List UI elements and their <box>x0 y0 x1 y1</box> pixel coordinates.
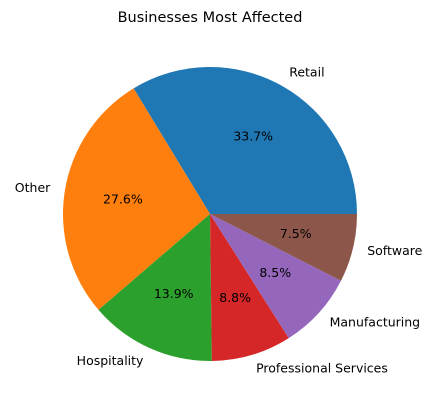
pie-labels: Retail 33.7% Other 27.6% Hospitality 13.9% Pro… <box>15 65 423 376</box>
pie-slice-manufacturing <box>210 214 341 339</box>
chart-title: Businesses Most Affected <box>118 10 303 26</box>
pie-slice-other <box>62 88 210 310</box>
slice-percent-professional-services: 8.8% <box>219 290 251 305</box>
slice-percent-retail: 33.7% <box>233 129 273 144</box>
pie-slice-hospitality <box>98 214 212 361</box>
slice-label-retail: Retail <box>289 65 324 80</box>
slice-percent-manufacturing: 8.5% <box>259 265 291 280</box>
pie-slice-retail <box>133 67 357 214</box>
slice-percent-software: 7.5% <box>280 226 312 241</box>
pie-slices <box>62 67 357 361</box>
slice-label-other: Other <box>15 180 51 195</box>
slice-percent-hospitality: 13.9% <box>154 286 194 301</box>
slice-label-software: Software <box>367 243 422 258</box>
slice-percent-other: 27.6% <box>103 192 143 207</box>
slice-label-professional-services: Professional Services <box>256 360 388 375</box>
pie-slice-software <box>210 214 357 281</box>
pie-slice-professional-services <box>210 214 289 361</box>
slice-label-hospitality: Hospitality <box>77 353 144 368</box>
slice-label-manufacturing: Manufacturing <box>330 314 421 329</box>
